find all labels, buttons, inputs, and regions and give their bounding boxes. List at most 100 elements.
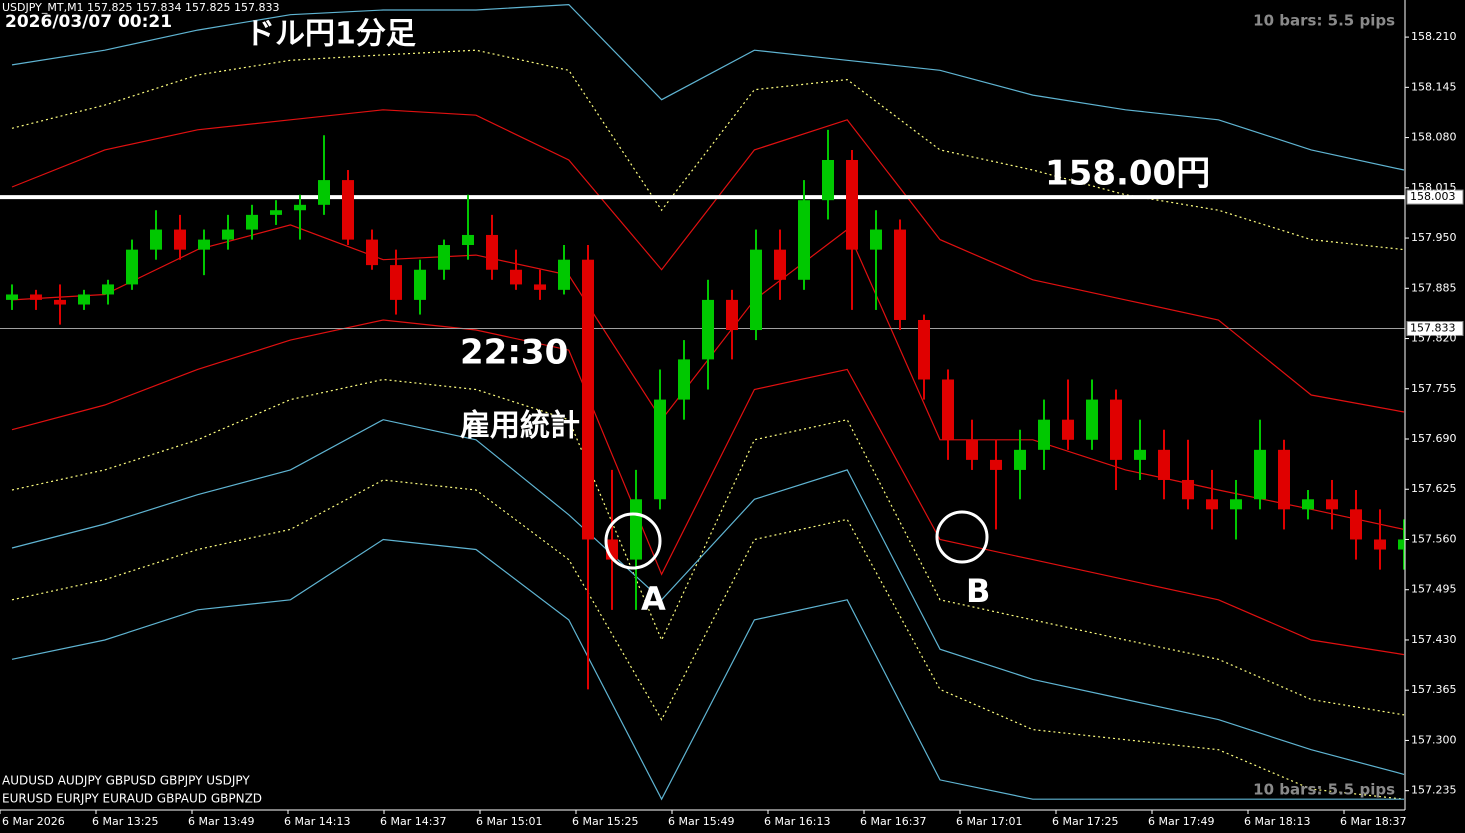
candle-body [846,159,858,250]
candle-body [246,214,258,230]
candle-body [510,269,522,285]
candle-body [822,159,834,201]
axes: 158.210 158.145 158.080 158.015 157.950 157.8… [0,30,1457,828]
symbol-list: EURUSD EURJPY EURAUD GBPAUD GBPNZD [2,792,262,806]
y-tick-label: 157.820 [1411,332,1457,345]
y-tick-label: 157.755 [1411,382,1457,395]
candle-body [414,269,426,300]
price-box [1406,189,1464,205]
candle-body [1134,449,1146,460]
band-line [11,538,1404,801]
chart-title: ドル円1分足 [245,17,416,52]
price-box [1406,320,1464,336]
y-tick-label: 157.885 [1411,281,1457,294]
candle-body [942,379,954,440]
x-tick-label: 6 Mar 18:13 [1244,815,1310,828]
candle-body [294,204,306,211]
info-top: 10 bars: 5.5 pips [1253,12,1395,30]
candle-body [1038,419,1050,450]
candle-body [30,294,42,300]
highlight-circle [604,512,662,570]
y-tick-label: 157.950 [1411,231,1457,244]
candle-body [1230,499,1242,510]
x-tick-label: 6 Mar 14:37 [380,815,446,828]
x-tick-label: 6 Mar 13:49 [188,815,254,828]
x-tick-label: 6 Mar 18:37 [1340,815,1406,828]
annotation: A [641,580,666,618]
y-tick-label: 158.080 [1411,131,1457,144]
candle-body [78,294,90,305]
candle-body [174,229,186,250]
annotation: 雇用統計 [460,409,580,444]
candle-body [1374,539,1386,550]
highlight-circle [935,510,989,564]
candle-body [150,229,162,250]
datetime: 2026/03/07 00:21 [5,12,172,32]
header: USDJPY_MT,M1 157.825 157.834 157.825 157… [2,1,280,14]
candle-body [1302,499,1314,510]
annotation: 158.00円 [1045,154,1210,194]
x-tick-label: 6 Mar 2026 [2,815,65,828]
x-tick-label: 6 Mar 15:49 [668,815,734,828]
candle-body [654,399,666,500]
band-line [11,109,1405,413]
band-line [11,419,1405,775]
candle-body [54,299,66,305]
symbol-list: AUDUSD AUDJPY GBPUSD GBPJPY USDJPY [2,774,250,788]
candle-body [558,259,570,290]
candle-body [126,249,138,285]
candle-body [198,239,210,250]
candle-body [1062,419,1074,440]
band-line [11,3,1405,171]
candle-body [918,319,930,380]
candle-body [1206,499,1218,510]
candle-body [342,180,354,240]
candle-body [270,210,282,215]
x-tick-label: 6 Mar 17:25 [1052,815,1118,828]
y-tick-label: 158.015 [1411,181,1457,194]
candle-body [630,499,642,560]
candle-body [366,239,378,266]
candle-body [990,459,1002,470]
candle-body [1110,399,1122,460]
candle-body [462,234,474,246]
candle-body [438,245,450,270]
band-line [11,479,1405,800]
candles [6,129,1405,690]
price-label: 157.833 [1410,321,1456,334]
y-tick-label: 157.430 [1411,633,1457,646]
candle-body [1182,479,1194,500]
candle-body [1350,509,1362,540]
bands [11,3,1405,801]
candle-body [774,249,786,280]
candle-body [702,299,714,360]
candle-body [1254,449,1266,500]
candle-body [798,200,810,280]
x-tick-label: 6 Mar 15:25 [572,815,638,828]
y-tick-label: 158.145 [1411,80,1457,93]
candle-body [390,265,402,300]
candle-body [894,229,906,320]
band-line [11,49,1405,251]
candle-body [582,259,594,540]
y-tick-label: 157.300 [1411,733,1457,746]
x-tick-label: 6 Mar 15:01 [476,815,542,828]
y-tick-label: 158.210 [1411,30,1457,43]
y-tick-label: 157.365 [1411,683,1457,696]
annotation: 22:30 [460,333,568,373]
y-tick-label: 157.235 [1411,784,1457,797]
candle-body [1158,449,1170,480]
annotation: B [966,572,990,610]
candle-body [750,249,762,331]
candle-body [1086,399,1098,440]
candle-body [486,234,498,270]
candle-body [966,439,978,460]
x-tick-label: 6 Mar 16:37 [860,815,926,828]
candle-body [870,229,882,250]
candle-body [222,229,234,240]
x-tick-label: 6 Mar 17:49 [1148,815,1214,828]
candle-body [1014,449,1026,470]
